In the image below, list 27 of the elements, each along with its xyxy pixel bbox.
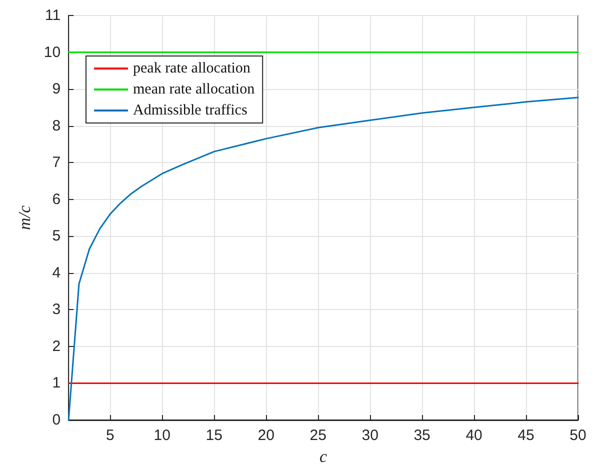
y-tick-label: 2 — [52, 338, 61, 355]
x-tick-label: 20 — [258, 427, 274, 444]
y-axis-title: m/c — [15, 205, 34, 230]
x-tick-label: 35 — [414, 427, 430, 444]
y-tick-label: 5 — [52, 228, 61, 245]
x-tick-label: 5 — [106, 427, 114, 444]
y-tick-label: 10 — [44, 44, 61, 61]
x-tick-label: 40 — [466, 427, 482, 444]
y-tick-label: 9 — [52, 80, 61, 98]
legend-label: Admissible traffics — [133, 102, 248, 118]
y-tick-label: 7 — [52, 154, 61, 172]
y-tick-label: 11 — [45, 7, 61, 24]
y-tick-label: 0 — [52, 412, 61, 428]
y-tick-label: 4 — [52, 264, 61, 282]
y-tick-label: 8 — [52, 117, 61, 134]
legend-label: peak rate allocation — [133, 60, 251, 76]
x-tick-label: 10 — [154, 427, 170, 444]
y-tick-label: 6 — [52, 190, 61, 208]
x-tick-label: 50 — [570, 427, 586, 444]
legend-label: mean rate allocation — [133, 82, 256, 98]
y-tick-label: 1 — [52, 374, 61, 392]
x-tick-label: 30 — [362, 427, 378, 444]
x-tick-label: 15 — [206, 427, 222, 444]
x-tick-label: 45 — [518, 427, 534, 444]
x-axis-title: c — [320, 447, 328, 466]
x-tick-label: 25 — [310, 427, 326, 444]
y-tick-label: 3 — [52, 301, 61, 318]
